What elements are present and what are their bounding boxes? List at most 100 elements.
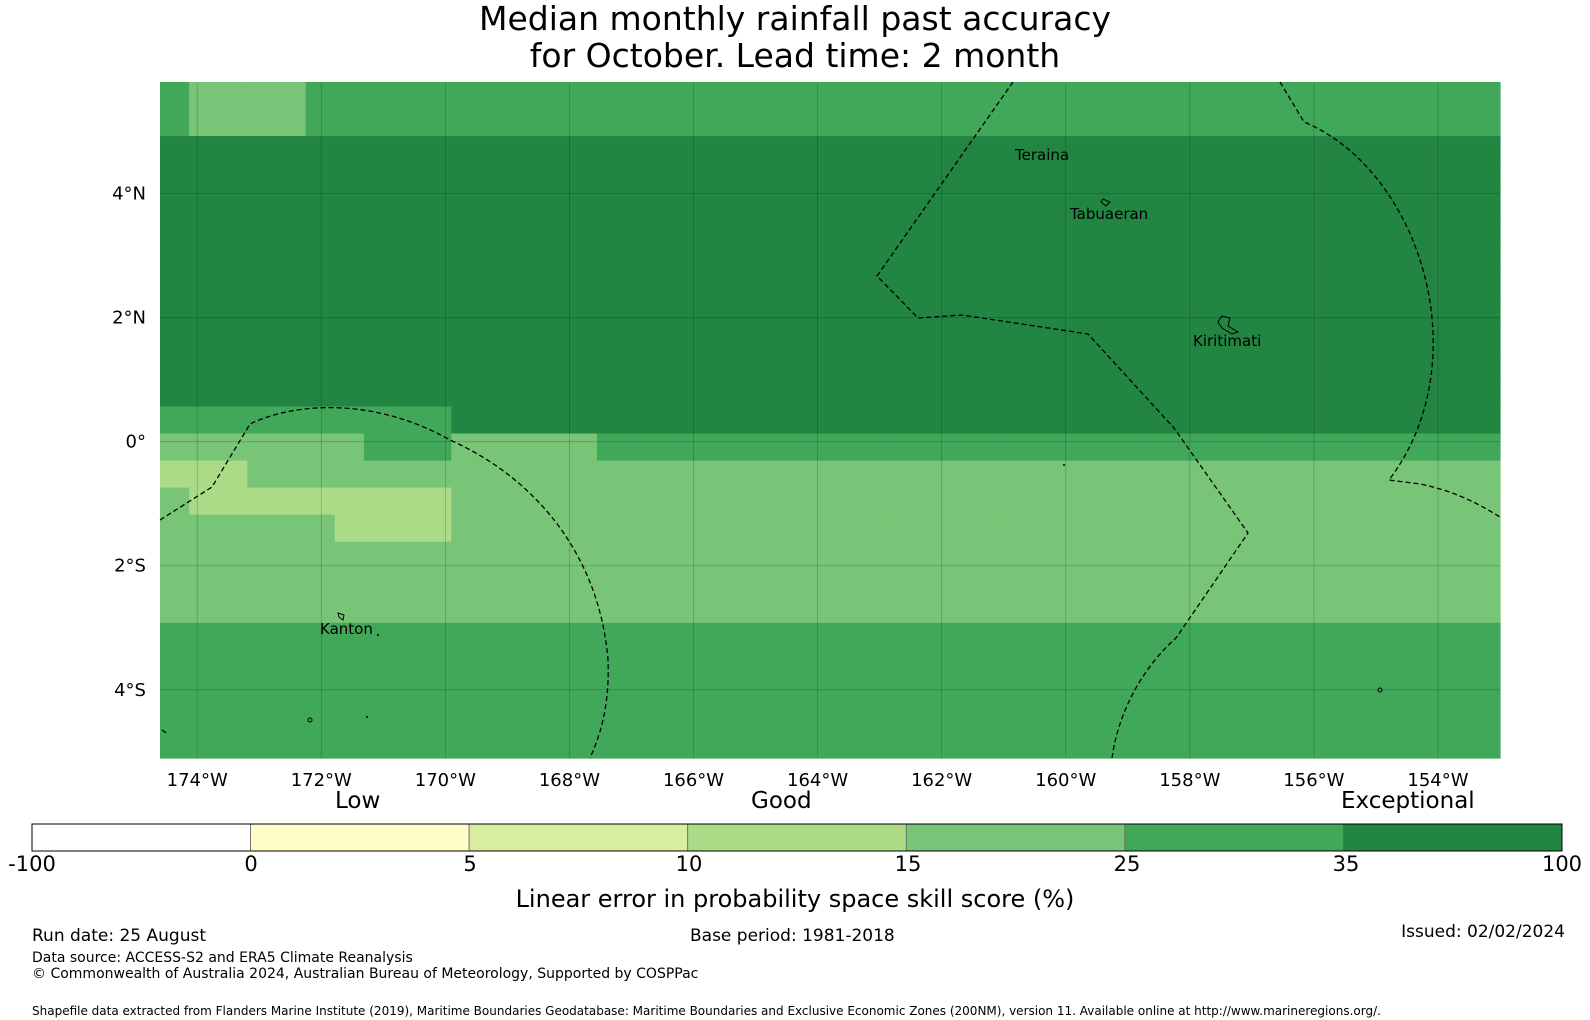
skill-cell <box>1237 109 1268 137</box>
skill-cell <box>1179 433 1210 462</box>
skill-cell <box>480 595 511 624</box>
skill-cell <box>334 163 365 191</box>
skill-cell <box>276 82 307 110</box>
skill-cell <box>538 352 569 381</box>
skill-cell <box>1354 568 1385 597</box>
skill-cell <box>334 487 365 516</box>
skill-cell <box>1092 514 1122 543</box>
skill-cell <box>1325 433 1355 462</box>
skill-cell <box>1441 595 1472 624</box>
skill-cell <box>800 352 831 381</box>
skill-cell <box>655 676 685 705</box>
skill-cell <box>509 460 540 489</box>
skill-cell <box>509 649 540 678</box>
skill-cell <box>946 109 977 137</box>
skill-cell <box>771 298 802 326</box>
skill-cell <box>596 298 627 326</box>
skill-cell <box>1383 82 1414 110</box>
skill-cell <box>1208 379 1239 408</box>
skill-cell <box>1441 487 1472 516</box>
skill-cell <box>917 595 948 624</box>
skill-cell <box>1470 433 1501 462</box>
skill-cell <box>363 163 394 191</box>
skill-cell <box>1150 271 1181 299</box>
skill-cell <box>771 217 802 245</box>
skill-cell <box>1470 325 1501 353</box>
skill-cell <box>538 217 569 245</box>
skill-cell <box>393 433 423 462</box>
skill-cell <box>1121 433 1152 462</box>
skill-cell <box>276 595 307 624</box>
skill-cell <box>509 244 540 272</box>
skill-cell <box>480 703 511 732</box>
skill-cell <box>684 514 715 543</box>
skill-cell <box>771 82 802 110</box>
skill-cell <box>1092 325 1122 353</box>
skill-cell <box>713 595 744 624</box>
skill-cell <box>1237 325 1268 353</box>
skill-cell <box>334 541 365 570</box>
skill-cell <box>363 298 394 326</box>
skill-cell <box>422 136 452 164</box>
skill-cell <box>859 730 889 759</box>
skill-cell <box>888 82 918 110</box>
skill-cell <box>1150 595 1181 624</box>
skill-cell <box>1441 163 1472 191</box>
skill-cell <box>218 325 248 353</box>
skill-cell <box>1383 487 1414 516</box>
skill-cell <box>1412 271 1443 299</box>
map-title: Median monthly rainfall past accuracy fo… <box>0 0 1590 74</box>
skill-cell <box>422 460 452 489</box>
skill-cell <box>1033 109 1064 137</box>
skill-cell <box>975 244 1006 272</box>
skill-cell <box>1092 595 1122 624</box>
skill-cell <box>917 406 948 435</box>
skill-cell <box>393 271 423 299</box>
skill-cell <box>218 514 248 543</box>
skill-cell <box>1208 433 1239 462</box>
skill-cell <box>1208 406 1239 435</box>
skill-cell <box>771 271 802 299</box>
skill-cell <box>247 703 278 732</box>
skill-cell <box>1208 271 1239 299</box>
island-shape <box>366 716 368 718</box>
latitude-label: 2°S <box>114 556 146 577</box>
colorbar-segment <box>905 823 1126 852</box>
skill-cell <box>393 325 423 353</box>
skill-cell <box>713 568 744 597</box>
skill-cell <box>1325 541 1355 570</box>
skill-cell <box>888 325 918 353</box>
colorbar-label-good: Good <box>751 788 812 814</box>
skill-cell <box>596 622 627 651</box>
skill-cell <box>160 325 190 353</box>
skill-cell <box>567 271 598 299</box>
skill-cell <box>1004 487 1035 516</box>
skill-cell <box>684 730 715 759</box>
skill-cell <box>160 730 190 759</box>
skill-cell <box>1470 136 1501 164</box>
skill-cell <box>480 244 511 272</box>
skill-cell <box>393 703 423 732</box>
skill-cell <box>189 82 219 110</box>
skill-cell <box>538 622 569 651</box>
skill-cell <box>1208 217 1239 245</box>
skill-cell <box>859 109 889 137</box>
skill-cell <box>917 352 948 381</box>
skill-cell <box>276 568 307 597</box>
skill-cell <box>859 379 889 408</box>
skill-cell <box>451 217 482 245</box>
skill-cell <box>713 676 744 705</box>
skill-cell <box>1383 703 1414 732</box>
skill-cell <box>771 244 802 272</box>
skill-cell <box>1092 730 1122 759</box>
skill-cell <box>713 109 744 137</box>
skill-cell <box>888 541 918 570</box>
skill-cell <box>1063 514 1093 543</box>
skill-cell <box>1237 352 1268 381</box>
skill-cell <box>975 595 1006 624</box>
skill-cell <box>160 406 190 435</box>
skill-cell <box>1121 541 1152 570</box>
skill-cell <box>1354 514 1385 543</box>
skill-cell <box>1383 568 1414 597</box>
skill-cell <box>422 595 452 624</box>
